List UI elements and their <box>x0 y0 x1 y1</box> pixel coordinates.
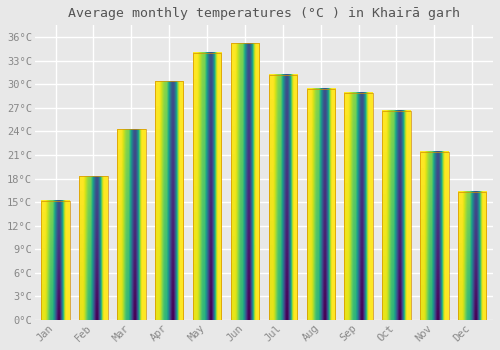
Title: Average monthly temperatures (°C ) in Khairā garh: Average monthly temperatures (°C ) in Kh… <box>68 7 460 20</box>
Bar <box>42 201 70 320</box>
Bar <box>420 152 448 320</box>
Bar <box>155 81 184 320</box>
Bar <box>306 89 335 320</box>
Bar <box>458 192 486 320</box>
Bar <box>193 53 222 320</box>
Bar <box>79 176 108 320</box>
Bar <box>268 75 297 320</box>
Bar <box>230 43 259 320</box>
Bar <box>344 93 373 320</box>
Bar <box>117 129 145 320</box>
Bar <box>382 111 410 320</box>
